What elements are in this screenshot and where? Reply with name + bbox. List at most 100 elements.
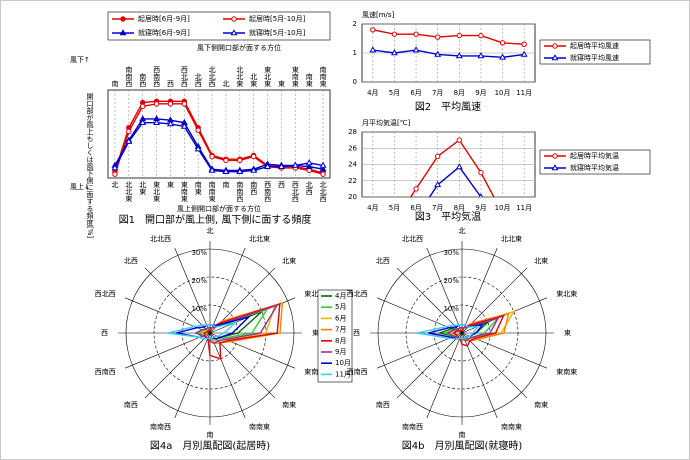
marker (413, 186, 419, 192)
top-tick-label: 北西 (194, 73, 202, 88)
x-tick-label: 北西 (305, 181, 313, 196)
direction-label: 北 (207, 227, 214, 235)
legend-label: 就寝時[5月-10月] (249, 28, 306, 37)
spoke (376, 297, 463, 334)
x-tick-label: 4月 (367, 89, 378, 97)
marker (180, 122, 188, 129)
y-tick-label: 2 (353, 20, 357, 28)
x-tick-label: 5月 (389, 204, 400, 212)
legend-label: 6月 (335, 314, 346, 322)
legend-box (539, 149, 651, 175)
top-tick-label: 北北東 (236, 66, 244, 88)
direction-label: 西 (353, 329, 360, 337)
series-group (369, 27, 528, 60)
direction-label: 南南西 (402, 422, 423, 431)
marker (120, 16, 126, 22)
x-tick-label: 南 (222, 180, 230, 188)
marker (434, 34, 441, 40)
marker (231, 16, 237, 22)
direction-label: 南南東 (501, 422, 522, 431)
spoke (461, 332, 498, 419)
caption: 図3 平均気温 (415, 210, 481, 223)
direction-label: 東南東 (556, 367, 577, 376)
ring-label: 20% (443, 277, 459, 285)
marker (305, 159, 313, 166)
legend-label: 就寝時平均風速 (570, 53, 619, 62)
plot-area (107, 89, 331, 179)
marker (552, 153, 558, 159)
direction-label: 南西 (376, 400, 390, 409)
y-tick-label: 26 (348, 144, 357, 152)
direction-label: 南南西 (150, 422, 171, 431)
x-tick-label: 8月 (454, 89, 465, 97)
marker (305, 162, 313, 169)
top-tick-label: 南東 (305, 72, 313, 88)
marker (181, 101, 188, 107)
marker (369, 46, 377, 53)
marker (111, 164, 119, 171)
lower-label: 風上↓ (70, 182, 90, 191)
caption: 図1 開口部が風上側, 風下側に面する頻度 (119, 213, 312, 226)
direction-label: 東北東 (304, 289, 325, 298)
marker (139, 103, 146, 110)
marker (209, 153, 215, 160)
marker (277, 162, 285, 169)
top-tick-label: 西南西 (153, 66, 161, 88)
top-tick-label: 南南東 (319, 65, 327, 88)
ring-label: 30% (191, 249, 207, 257)
x-tick-label: 北北西 (319, 181, 327, 203)
legend-label: 7月 (335, 326, 346, 334)
legend-box (317, 289, 353, 383)
marker (139, 118, 147, 125)
caption: 図4a 月別風配図(起居時) (150, 440, 270, 452)
series-polygon (167, 321, 237, 340)
ring-label: 20% (191, 277, 207, 285)
spoke (461, 247, 498, 334)
marker (434, 180, 442, 188)
y-axis-label: 風速[m/s] (362, 11, 395, 19)
marker (520, 50, 528, 57)
spoke (376, 332, 463, 369)
marker (166, 120, 174, 127)
y-axis-label: 開口部が風上もしくは風下側に面する頻度[%] (86, 93, 94, 238)
marker (223, 157, 229, 164)
spoke (209, 332, 296, 369)
x-tick-label: 7月 (432, 204, 443, 212)
direction-label: 東 (312, 328, 319, 337)
spoke (144, 332, 211, 399)
marker (434, 153, 441, 160)
series-line (372, 49, 525, 59)
direction-label: 東 (564, 328, 571, 337)
marker (320, 171, 326, 177)
legend-box (107, 11, 331, 41)
spoke (144, 267, 211, 334)
x-tick-label: 11月 (516, 204, 532, 212)
upper-label: 風下↑ (70, 56, 90, 64)
legend-box (539, 39, 651, 65)
y-tick-label: 22 (348, 177, 357, 185)
legend-label: 11月 (335, 370, 351, 378)
marker (194, 145, 202, 152)
legend-label: 起居時[5月-10月] (249, 15, 306, 23)
marker (370, 27, 376, 33)
y-tick-label: 24 (348, 161, 357, 169)
direction-label: 北北東 (501, 234, 522, 243)
legend-label: 8月 (335, 337, 346, 345)
spoke (174, 332, 211, 419)
x-tick-label: 8月 (454, 204, 465, 212)
series-line (114, 103, 324, 175)
marker (413, 31, 419, 37)
direction-label: 北北東 (249, 234, 270, 243)
x-tick-label: 南南東 (208, 180, 216, 203)
x-axis-label: 風上側開口部が面する方位 (177, 204, 261, 213)
legend-label: 10月 (335, 359, 351, 367)
x-tick-label: 東北東 (153, 180, 161, 203)
legend-label: 起居時[6月-9月] (138, 15, 190, 23)
marker (434, 50, 442, 57)
marker (167, 101, 174, 107)
direction-label: 南 (459, 430, 466, 439)
x-tick-label: 北北東 (125, 181, 133, 203)
ring-label: 10% (443, 305, 459, 313)
